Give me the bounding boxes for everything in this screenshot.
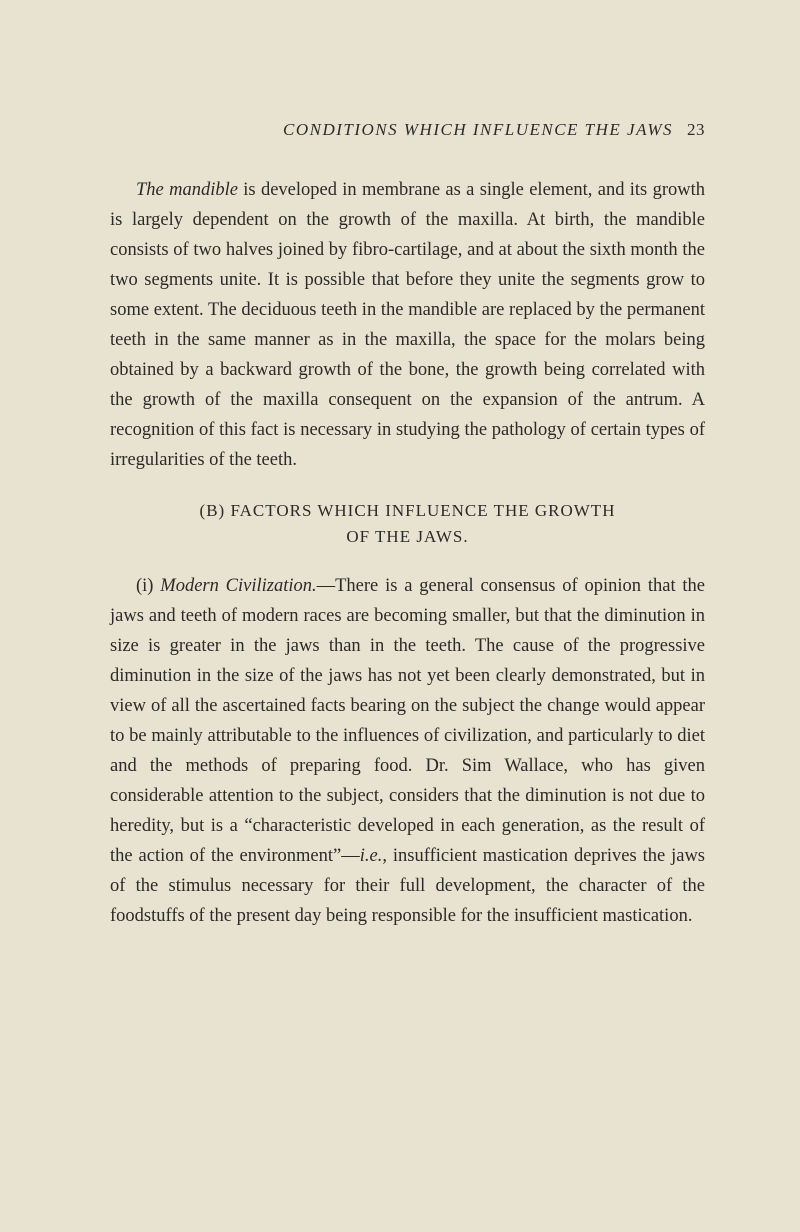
section-heading-b: (B) FACTORS WHICH INFLUENCE THE GROWTH O… — [110, 498, 705, 551]
lead-term-modern-civilization: Modern Civilization. — [160, 576, 316, 596]
paragraph-modern-civilization: (i) Modern Civilization.—There is a gene… — [110, 572, 705, 932]
running-head: CONDITIONS WHICH INFLUENCE THE JAWS 23 — [110, 120, 705, 140]
paragraph-civ-body-a: —There is a general consensus of opinion… — [110, 576, 705, 866]
abbrev-ie: i.e. — [360, 846, 383, 866]
section-heading-line1: (B) FACTORS WHICH INFLUENCE THE GROWTH — [110, 498, 705, 524]
lead-term-mandible: The mandible — [136, 180, 238, 200]
page-number: 23 — [687, 120, 705, 140]
subsection-roman: (i) — [136, 576, 160, 596]
section-heading-line2: OF THE JAWS. — [110, 524, 705, 550]
paragraph-mandible-body: is developed in membrane as a single ele… — [110, 180, 705, 470]
paragraph-mandible: The mandible is developed in membrane as… — [110, 176, 705, 476]
running-title: CONDITIONS WHICH INFLUENCE THE JAWS — [283, 120, 673, 140]
